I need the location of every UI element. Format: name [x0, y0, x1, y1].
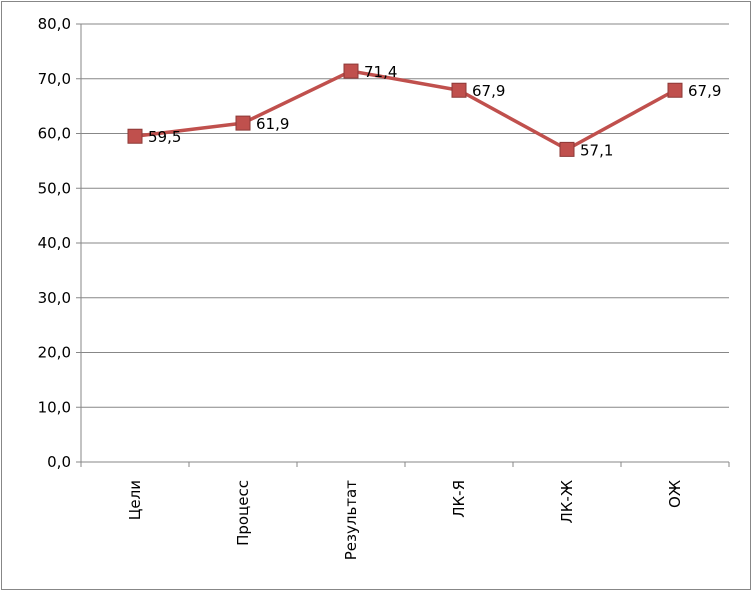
data-value-label: 67,9	[688, 82, 721, 100]
y-tick-label: 10,0	[38, 398, 71, 416]
data-point-marker	[667, 82, 683, 98]
x-tick-label: Результат	[342, 480, 360, 560]
data-value-label: 59,5	[148, 128, 181, 146]
x-tick-label: ЛК-Ж	[558, 480, 576, 524]
x-tick-label: ОЖ	[666, 480, 684, 508]
y-axis-tick-labels: 0,0 10,0 20,0 30,0 40,0 50,0 60,0 70,0 80,0	[38, 15, 71, 471]
data-point-marker	[127, 128, 143, 144]
x-axis-tick-labels: Цели Процесс Результат ЛК-Я ЛК-Ж ОЖ	[126, 480, 684, 560]
data-point-marker	[235, 115, 251, 131]
y-tick-label: 50,0	[38, 179, 71, 197]
x-tick-label: Процесс	[234, 480, 252, 546]
y-tick-label: 20,0	[38, 344, 71, 362]
series-markers	[127, 63, 683, 157]
series-polyline	[134, 69, 676, 152]
data-point-marker	[451, 82, 467, 98]
y-tick-label: 40,0	[38, 234, 71, 252]
data-value-label: 71,4	[364, 63, 397, 81]
y-tick-label: 30,0	[38, 289, 71, 307]
axes	[76, 23, 730, 467]
y-tick-label: 60,0	[38, 125, 71, 143]
y-tick-label: 80,0	[38, 15, 71, 33]
y-tick-label: 0,0	[47, 453, 71, 471]
data-labels: 59,5 61,9 71,4 67,9 57,1 67,9	[148, 63, 721, 159]
series-line	[134, 69, 676, 152]
data-point-marker	[343, 63, 359, 79]
gridlines	[81, 23, 729, 408]
data-point-marker	[559, 141, 575, 157]
data-value-label: 61,9	[256, 115, 289, 133]
data-value-label: 67,9	[472, 82, 505, 100]
x-tick-label: ЛК-Я	[450, 480, 468, 518]
data-value-label: 57,1	[580, 141, 613, 159]
y-tick-label: 70,0	[38, 70, 71, 88]
x-tick-label: Цели	[126, 480, 144, 520]
